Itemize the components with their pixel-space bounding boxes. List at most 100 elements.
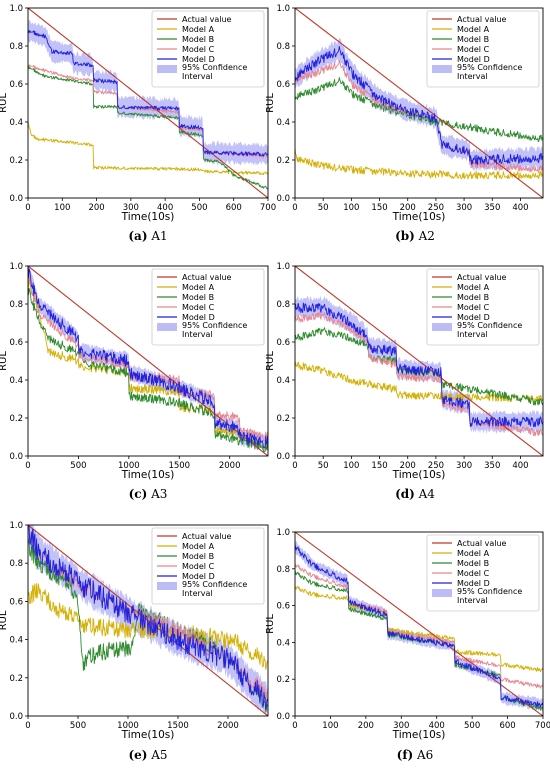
x-axis-label: Time(10s) [392,469,446,481]
y-tick-label: 0.6 [9,80,23,90]
y-tick-label: 0.4 [9,376,23,386]
x-tick-label: 1500 [167,721,189,731]
x-tick-label: 700 [535,721,550,731]
x-tick-label: 300 [456,461,472,471]
x-tick-label: 150 [371,203,387,213]
panel-a: 0 100 200 300 400 500 600 700 0.0 0.2 0.4 0.6 0.8 1.0… [0,4,276,243]
caption-label: (f) [397,748,414,762]
legend-label: Model B [182,293,214,302]
y-axis-label: RUL [265,614,276,634]
x-tick-label: 500 [70,461,86,471]
x-tick-label: 0 [25,461,30,471]
x-tick-label: 300 [456,203,472,213]
caption-text: A4 [415,487,435,501]
plot-area [295,532,543,716]
panel-e: 0 500 1000 1500 2000 0.0 0.2 0.4 0.6 0.8 1.0 Time(1… [0,521,269,762]
legend-swatch-ci [157,582,177,590]
y-tick-label: 0.8 [9,42,23,52]
legend-label: Interval [182,72,213,81]
caption-text: A6 [413,748,433,762]
panel-f: 0 100 200 300 400 500 600 700 0.0 0.2 0.4 0.6 0.8 1.0… [265,528,550,762]
x-tick-label: 2000 [217,721,239,731]
y-tick-label: 0.6 [276,602,290,612]
x-tick-label: 0 [292,203,297,213]
x-tick-label: 300 [393,721,409,731]
legend-swatch-ci [432,589,452,597]
x-tick-label: 300 [123,203,139,213]
panel-c: 0 500 1000 1500 2000 0.0 0.2 0.4 0.6 0.8 1.0 Time(1… [0,262,269,501]
series-line-model-a [28,583,268,670]
y-tick-label: 0.2 [9,414,23,424]
panel-caption: (d) A4 [395,487,435,501]
panel-b: 0 50 100 150 200 250 300 350 400 0.0 0.2 0.4 0.6 0.8 1… [265,4,544,243]
legend-label: Interval [457,596,488,605]
series-line-model-d [295,45,543,165]
panel-caption: (b) A2 [395,229,435,243]
legend-label: 95% Confidence [457,587,522,596]
y-tick-label: 0.4 [9,636,23,646]
y-tick-label: 1.0 [276,528,290,538]
caption-text: A2 [415,229,435,243]
confidence-band [28,266,268,451]
y-tick-label: 0.2 [9,674,23,684]
legend-box [151,10,265,88]
legend-label: Model C [182,562,215,571]
series-line-model-c [295,563,543,689]
legend-label: 95% Confidence [182,63,247,72]
legend-box [426,268,540,346]
caption-label: (c) [129,487,148,501]
legend-label: Model C [457,569,490,578]
plot-area [28,8,268,198]
y-tick-label: 0.6 [276,80,290,90]
y-tick-label: 0.0 [276,194,290,204]
legend-label: Model B [457,559,489,568]
legend-label: Model B [457,293,489,302]
plot-area [295,266,543,456]
legend-label: Model B [182,35,214,44]
y-tick-label: 0.0 [276,712,290,722]
series-line-model-b [28,65,268,190]
confidence-band [295,540,543,712]
legend-label: 95% Confidence [182,321,247,330]
legend-label: Model A [457,25,490,34]
legend-swatch-ci [432,323,452,331]
y-tick-label: 1.0 [276,4,290,14]
y-tick-label: 0.4 [9,118,23,128]
x-tick-label: 350 [484,203,500,213]
x-tick-label: 250 [428,461,444,471]
x-axis-label: Time(10s) [121,469,175,481]
series-line-actual [295,8,543,198]
axes-frame [294,265,544,457]
x-axis-label: Time(10s) [392,211,446,223]
panel-caption: (c) A3 [129,487,168,501]
y-tick-label: 1.0 [9,4,23,14]
x-tick-label: 2000 [219,461,241,471]
confidence-band [28,20,268,166]
legend-label: Actual value [182,273,232,282]
y-tick-label: 0.8 [276,300,290,310]
caption-text: A3 [147,487,167,501]
legend-label: Interval [457,330,488,339]
series-line-model-b [28,285,268,453]
caption-label: (b) [395,229,415,243]
x-tick-label: 0 [25,721,30,731]
series-line-model-d [28,29,268,157]
y-tick-label: 0.2 [9,156,23,166]
x-tick-label: 1000 [117,721,139,731]
series-line-model-a [295,361,543,403]
confidence-band [295,38,543,172]
x-tick-label: 400 [157,203,173,213]
y-tick-label: 0.8 [276,565,290,575]
y-tick-label: 0.4 [276,118,290,128]
legend-label: 95% Confidence [457,63,522,72]
legend-label: Model D [182,313,215,322]
series-line-model-d [295,302,543,428]
x-tick-label: 200 [88,203,104,213]
legend-box [426,534,540,612]
legend-label: Interval [182,589,213,598]
y-tick-label: 0.0 [9,194,23,204]
legend-label: Model C [182,45,215,54]
